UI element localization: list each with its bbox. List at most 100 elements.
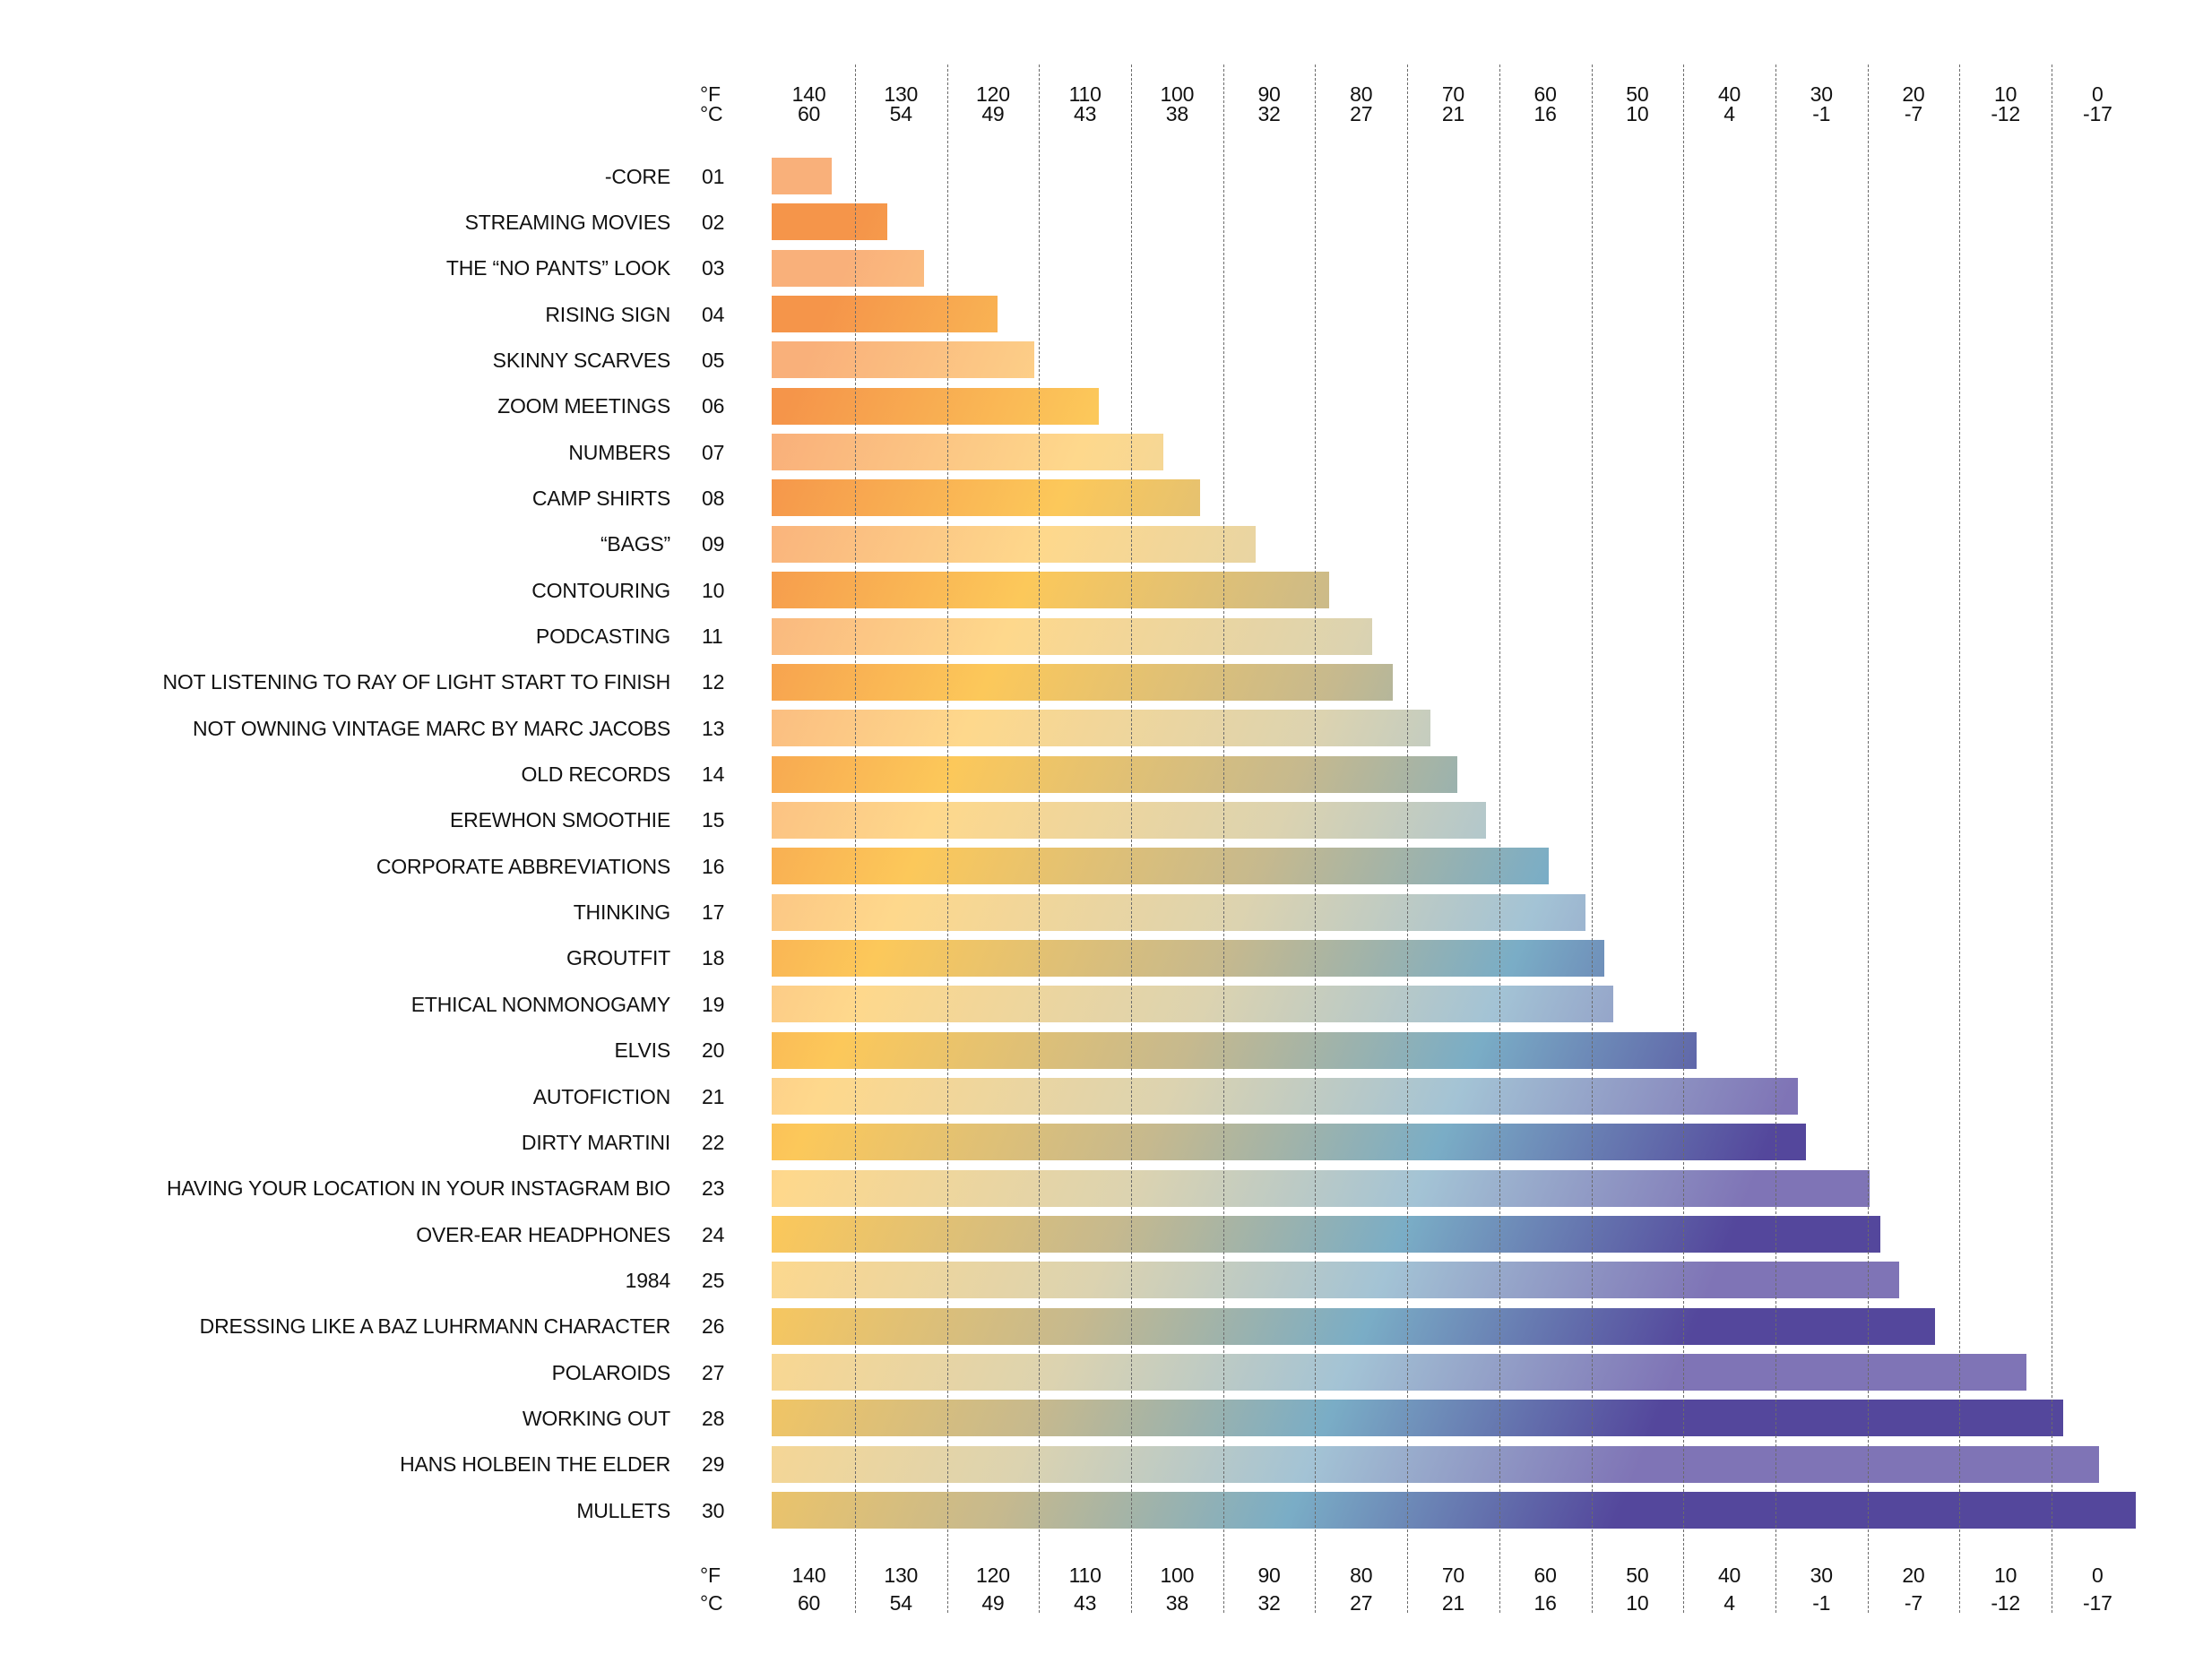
rank-number: 12: [702, 670, 725, 694]
tick-label-c-top: -17: [2083, 102, 2112, 125]
gridline: [1499, 65, 1500, 1613]
bar-21: [772, 1078, 1798, 1115]
category-label: NOT OWNING VINTAGE MARC BY MARC JACOBS: [193, 716, 670, 740]
gridline: [1039, 65, 1041, 1613]
category-label: OVER-EAR HEADPHONES: [416, 1222, 670, 1246]
category-label: GROUTFIT: [566, 946, 670, 970]
gridline: [854, 65, 856, 1613]
rank-number: 20: [702, 1038, 725, 1063]
rank-number: 02: [702, 210, 725, 234]
bar-10: [772, 572, 1329, 609]
rank-number: 22: [702, 1130, 725, 1154]
category-label: SKINNY SCARVES: [492, 348, 671, 372]
tick-label-c-bottom: -1: [1812, 1591, 1831, 1615]
tick-label-c-top: -1: [1812, 102, 1831, 125]
tick-label-f-bottom: 140: [791, 1564, 826, 1587]
rank-number: 11: [702, 625, 723, 648]
gridline: [1407, 65, 1409, 1613]
bar-17: [772, 893, 1586, 931]
tick-label-c-top: -12: [1991, 102, 2020, 125]
tick-label-c-bottom: -12: [1991, 1591, 2020, 1615]
tick-label-f-bottom: 80: [1350, 1564, 1373, 1587]
tick-label-c-bottom: 32: [1257, 1591, 1281, 1615]
rank-number: 09: [702, 532, 725, 556]
category-label: HANS HOLBEIN THE ELDER: [400, 1452, 670, 1477]
tick-label-f-top: 120: [976, 82, 1010, 106]
rank-number: 30: [702, 1498, 725, 1522]
tick-label-c-bottom: 38: [1165, 1591, 1188, 1615]
tick-label-f-top: 130: [884, 82, 919, 106]
tick-label-f-bottom: 120: [976, 1564, 1010, 1587]
tick-label-f-bottom: 0: [2092, 1564, 2104, 1587]
category-label: ELVIS: [614, 1038, 671, 1063]
gridline: [1591, 65, 1593, 1613]
tick-label-f-top: 140: [791, 82, 826, 106]
axis-unit-celsius-top: °C: [700, 102, 723, 125]
tick-label-f-top: 20: [1902, 82, 1925, 106]
tick-label-f-top: 80: [1350, 82, 1373, 106]
tick-label-f-bottom: 60: [1533, 1564, 1557, 1587]
gridline: [1959, 65, 1961, 1613]
category-label: AUTOFICTION: [532, 1084, 670, 1108]
tick-label-f-bottom: 90: [1257, 1564, 1281, 1587]
tick-label-c-bottom: 21: [1441, 1591, 1465, 1615]
axis-unit-fahrenheit-bottom: °F: [700, 1564, 721, 1587]
tick-label-f-bottom: 100: [1160, 1564, 1195, 1587]
category-label: POLAROIDS: [551, 1360, 671, 1384]
axis-unit-fahrenheit-top: °F: [700, 82, 721, 106]
tick-label-c-bottom: 54: [889, 1591, 912, 1615]
tick-label-c-bottom: -7: [1904, 1591, 1922, 1615]
tick-label-f-bottom: 40: [1717, 1564, 1741, 1587]
tick-label-c-bottom: 43: [1074, 1591, 1097, 1615]
rank-number: 01: [702, 164, 725, 188]
rank-number: 19: [702, 992, 725, 1016]
bar-05: [772, 341, 1035, 379]
tick-label-c-bottom: 10: [1626, 1591, 1649, 1615]
tick-label-f-bottom: 10: [1994, 1564, 2017, 1587]
bar-12: [772, 663, 1393, 701]
tick-label-c-bottom: 27: [1350, 1591, 1373, 1615]
rank-number: 23: [702, 1176, 725, 1201]
rank-number: 03: [702, 256, 725, 280]
category-label: EREWHON SMOOTHIE: [450, 808, 670, 832]
category-label: THINKING: [573, 900, 670, 925]
bar-09: [772, 525, 1256, 563]
rank-number: 24: [702, 1222, 725, 1246]
bar-04: [772, 296, 998, 333]
tick-label-f-top: 60: [1533, 82, 1557, 106]
category-label: THE “NO PANTS” LOOK: [445, 256, 670, 280]
rank-number: 28: [702, 1406, 725, 1430]
bar-03: [772, 249, 924, 287]
tick-label-f-bottom: 30: [1810, 1564, 1833, 1587]
tick-label-c-top: 43: [1074, 102, 1097, 125]
bar-16: [772, 848, 1550, 885]
category-label: CORPORATE ABBREVIATIONS: [376, 854, 670, 878]
rank-number: 04: [702, 302, 725, 326]
category-label: NUMBERS: [568, 440, 670, 464]
gridline: [946, 65, 948, 1613]
tick-label-c-bottom: 49: [981, 1591, 1005, 1615]
category-label: ETHICAL NONMONOGAMY: [410, 992, 670, 1016]
bar-30: [772, 1492, 2137, 1529]
tick-label-c-bottom: 4: [1724, 1591, 1735, 1615]
tick-label-c-top: 60: [797, 102, 821, 125]
bar-02: [772, 203, 887, 241]
category-label: “BAGS”: [600, 532, 670, 556]
category-label: RISING SIGN: [545, 302, 670, 326]
tick-label-c-top: 32: [1257, 102, 1281, 125]
rank-number: 05: [702, 348, 725, 372]
category-label: -CORE: [604, 164, 670, 188]
tick-label-c-top: -7: [1904, 102, 1922, 125]
tick-label-f-bottom: 70: [1441, 1564, 1465, 1587]
bar-20: [772, 1031, 1697, 1069]
category-label: HAVING YOUR LOCATION IN YOUR INSTAGRAM B…: [167, 1176, 670, 1201]
tick-label-f-top: 100: [1160, 82, 1195, 106]
gridline: [1131, 65, 1132, 1613]
category-label: STREAMING MOVIES: [464, 210, 671, 234]
category-label: MULLETS: [576, 1498, 670, 1522]
rank-number: 29: [702, 1452, 725, 1477]
bar-13: [772, 710, 1430, 747]
gridline: [1222, 65, 1224, 1613]
tick-label-c-bottom: -17: [2083, 1591, 2112, 1615]
